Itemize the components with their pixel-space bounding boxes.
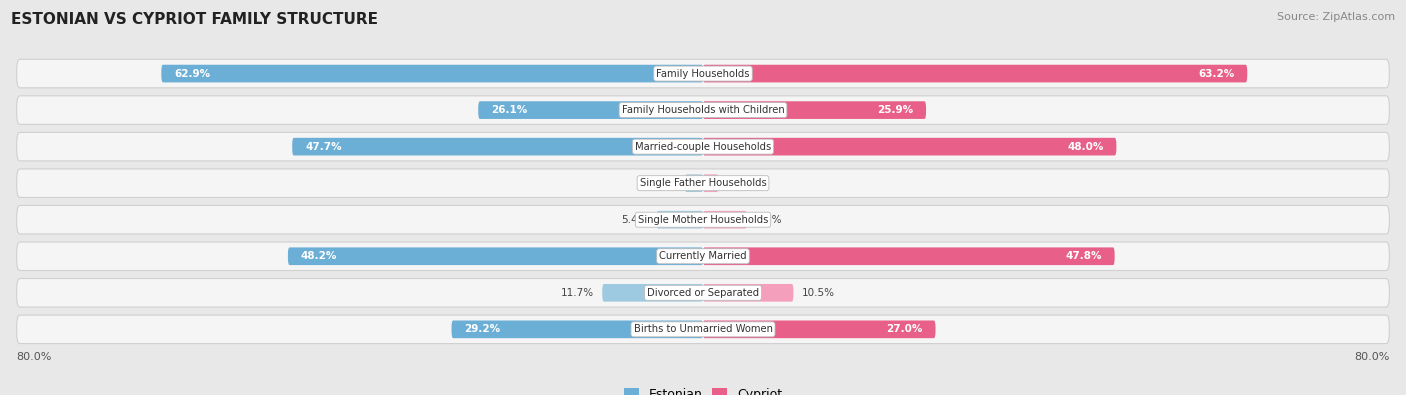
FancyBboxPatch shape [703,174,718,192]
FancyBboxPatch shape [288,247,703,265]
FancyBboxPatch shape [703,65,1247,83]
Text: Family Households: Family Households [657,69,749,79]
Text: Single Father Households: Single Father Households [640,178,766,188]
FancyBboxPatch shape [478,101,703,119]
Text: 11.7%: 11.7% [561,288,593,298]
Text: 80.0%: 80.0% [1354,352,1389,362]
FancyBboxPatch shape [17,132,1389,161]
FancyBboxPatch shape [703,101,927,119]
FancyBboxPatch shape [292,138,703,156]
FancyBboxPatch shape [703,284,793,302]
Text: 5.1%: 5.1% [755,215,782,225]
FancyBboxPatch shape [703,247,1115,265]
FancyBboxPatch shape [17,278,1389,307]
Text: 29.2%: 29.2% [464,324,501,334]
Text: Divorced or Separated: Divorced or Separated [647,288,759,298]
FancyBboxPatch shape [602,284,703,302]
FancyBboxPatch shape [451,320,703,338]
FancyBboxPatch shape [17,59,1389,88]
Text: Married-couple Households: Married-couple Households [636,142,770,152]
FancyBboxPatch shape [657,211,703,229]
FancyBboxPatch shape [17,242,1389,271]
Text: Births to Unmarried Women: Births to Unmarried Women [634,324,772,334]
Text: 47.8%: 47.8% [1066,251,1102,261]
Text: Single Mother Households: Single Mother Households [638,215,768,225]
FancyBboxPatch shape [17,96,1389,124]
Text: 1.8%: 1.8% [727,178,754,188]
FancyBboxPatch shape [703,211,747,229]
Text: 10.5%: 10.5% [801,288,835,298]
FancyBboxPatch shape [17,169,1389,198]
Text: 48.2%: 48.2% [301,251,337,261]
Text: 62.9%: 62.9% [174,69,211,79]
Text: 80.0%: 80.0% [17,352,52,362]
Text: 63.2%: 63.2% [1198,69,1234,79]
Text: 27.0%: 27.0% [886,324,922,334]
Text: 48.0%: 48.0% [1067,142,1104,152]
FancyBboxPatch shape [703,138,1116,156]
FancyBboxPatch shape [703,320,935,338]
Text: 2.1%: 2.1% [650,178,676,188]
FancyBboxPatch shape [685,174,703,192]
FancyBboxPatch shape [17,205,1389,234]
Text: Family Households with Children: Family Households with Children [621,105,785,115]
FancyBboxPatch shape [162,65,703,83]
Text: 25.9%: 25.9% [877,105,912,115]
Text: 5.4%: 5.4% [621,215,648,225]
Text: Currently Married: Currently Married [659,251,747,261]
Text: 47.7%: 47.7% [305,142,342,152]
Legend: Estonian, Cypriot: Estonian, Cypriot [619,383,787,395]
Text: ESTONIAN VS CYPRIOT FAMILY STRUCTURE: ESTONIAN VS CYPRIOT FAMILY STRUCTURE [11,12,378,27]
Text: Source: ZipAtlas.com: Source: ZipAtlas.com [1277,12,1395,22]
FancyBboxPatch shape [17,315,1389,344]
Text: 26.1%: 26.1% [491,105,527,115]
